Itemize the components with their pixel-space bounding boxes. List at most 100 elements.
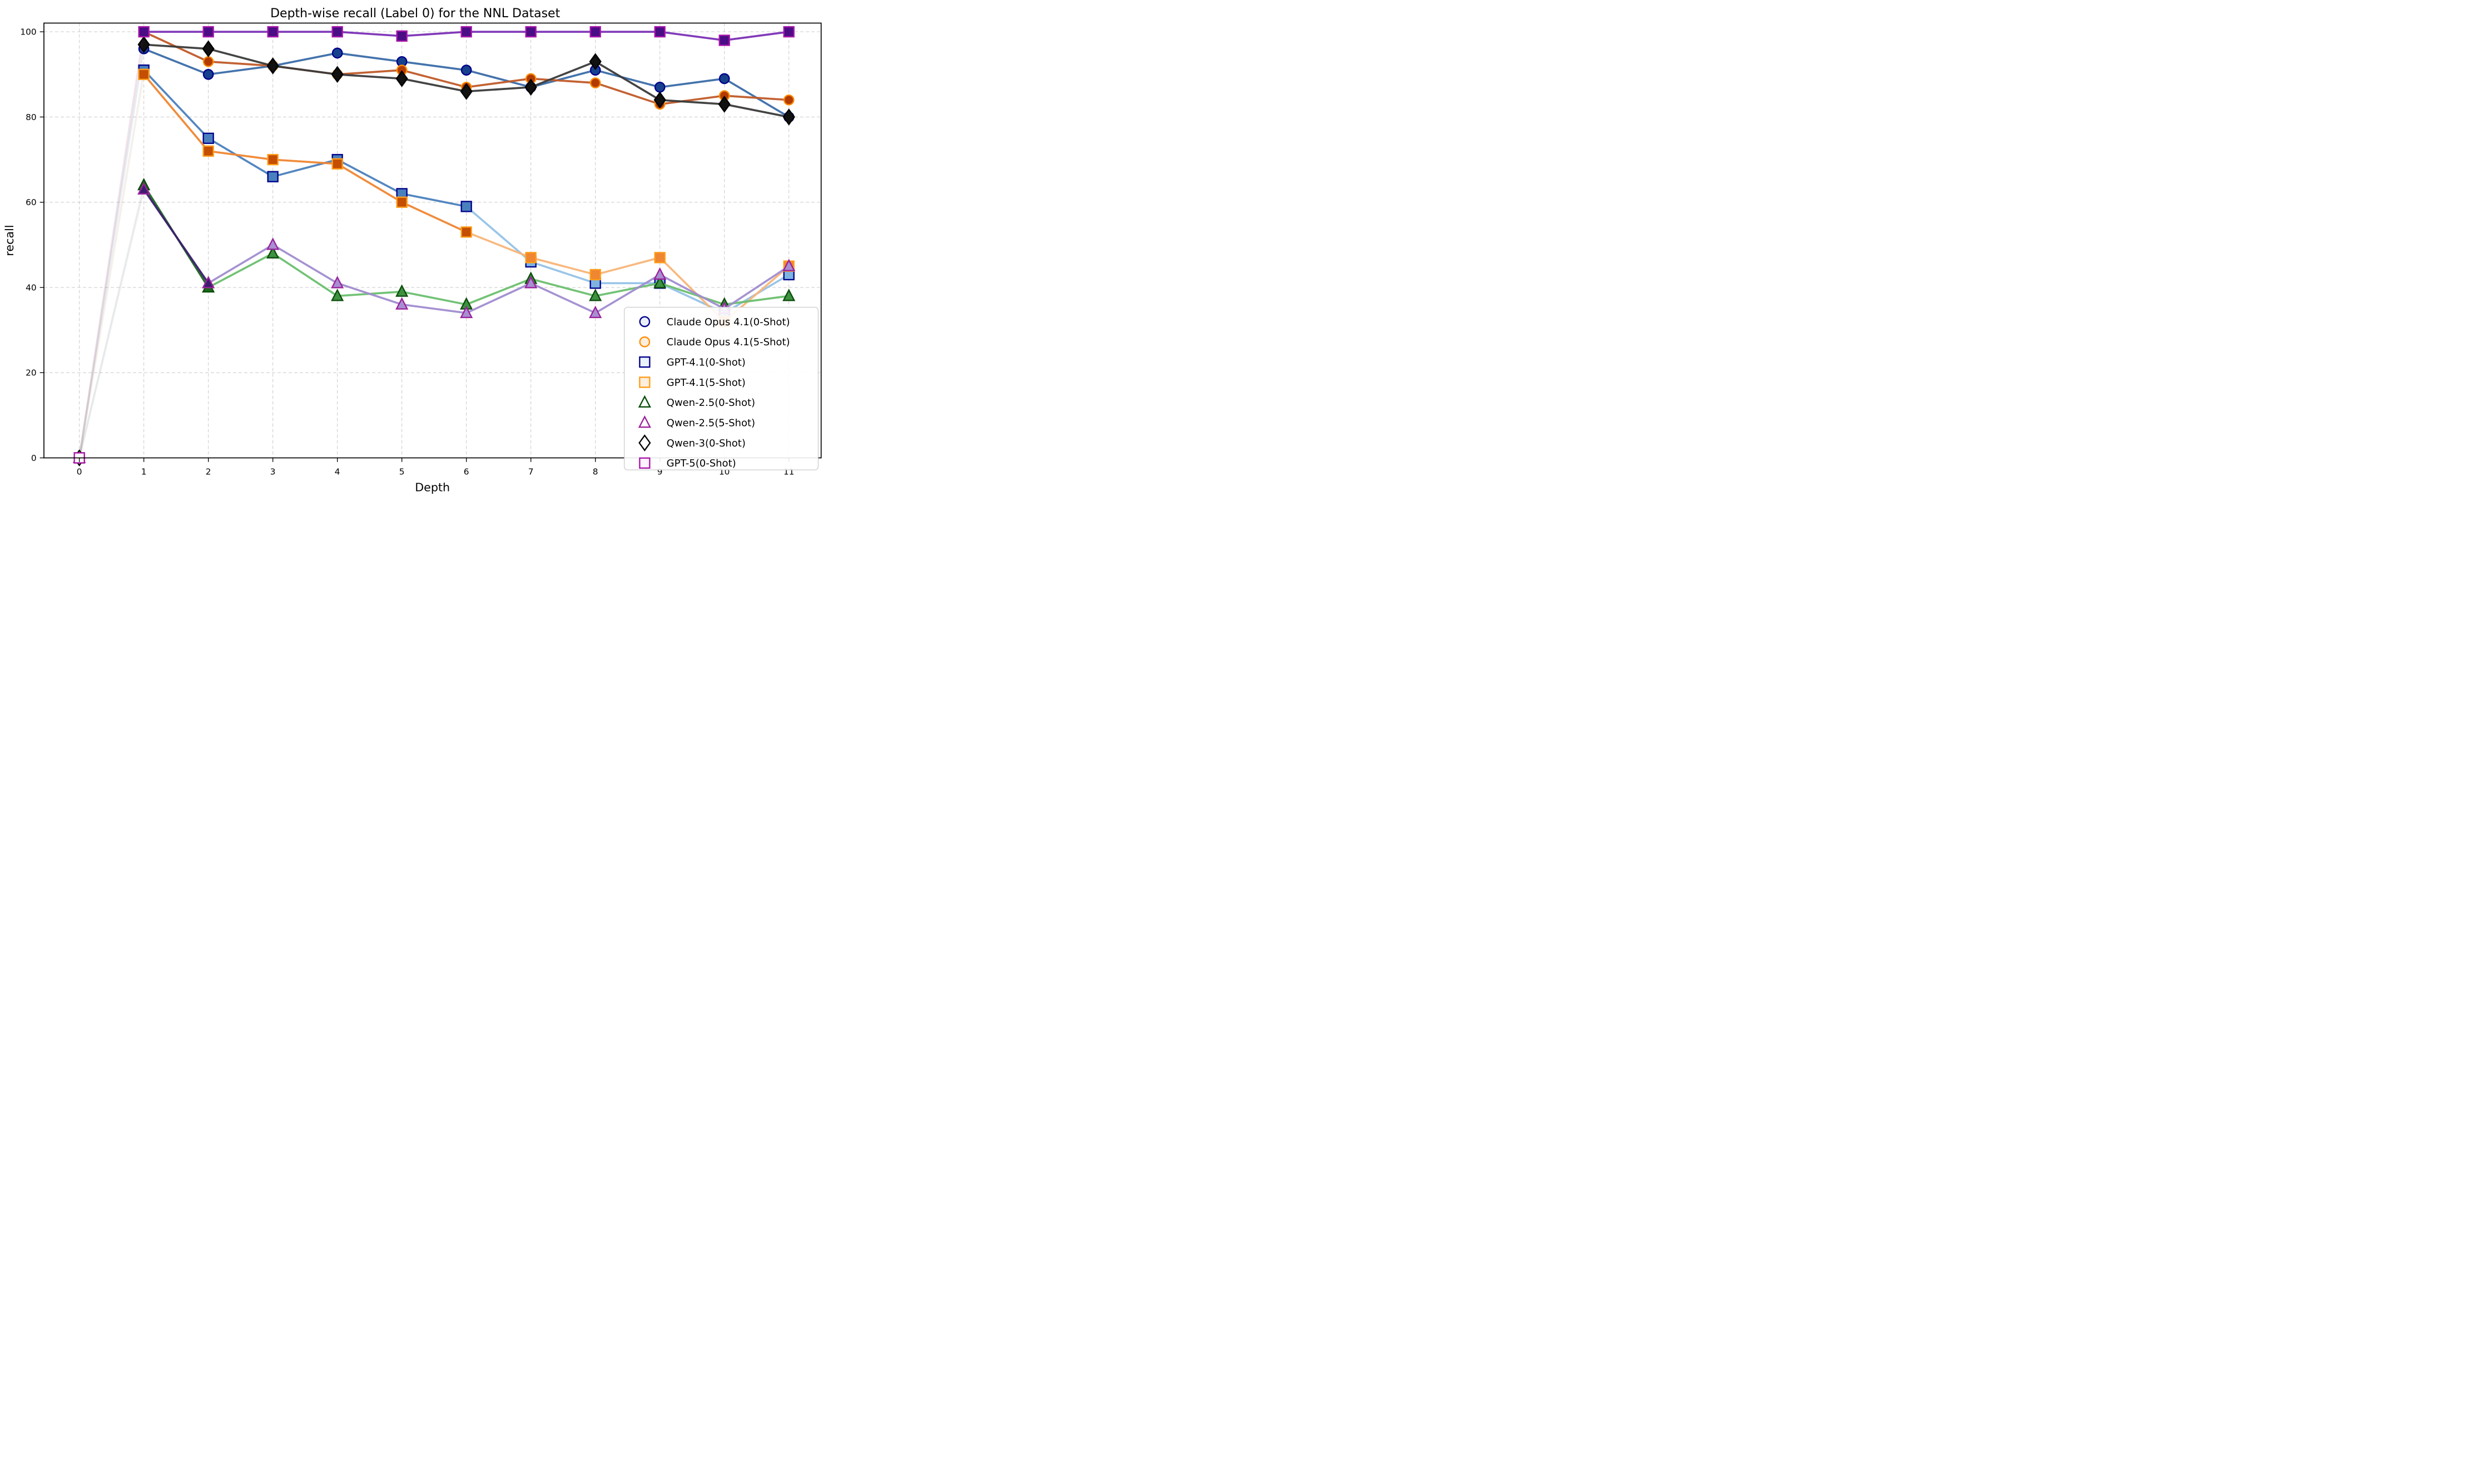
- legend: Claude Opus 4.1(0-Shot) Claude Opus 4.1(5…: [624, 307, 819, 470]
- data-point-marker: [460, 305, 473, 319]
- data-point-marker: [460, 226, 472, 238]
- series-segment: [78, 188, 145, 459]
- data-point-marker: [266, 246, 280, 259]
- data-point-marker: [266, 237, 280, 250]
- data-point-marker: [718, 73, 730, 85]
- series-segment: [142, 73, 210, 152]
- series-segment: [465, 282, 532, 314]
- data-point-marker: [654, 81, 666, 93]
- legend-item-Qwen-2.5(0-Shot)[interactable]: Qwen-2.5(0-Shot): [638, 395, 755, 409]
- series-segment: [400, 31, 468, 37]
- y-tick-label: 100: [20, 27, 36, 37]
- series-segment: [723, 31, 790, 42]
- series-segment: [207, 244, 274, 285]
- data-point-marker: [783, 94, 795, 106]
- series-segment: [78, 184, 145, 459]
- y-tick-label: 60: [26, 197, 37, 207]
- data-point-marker: [331, 289, 344, 301]
- series-segment: [336, 158, 403, 195]
- series-segment: [658, 31, 726, 42]
- legend-item-label: GPT-4.1(0-Shot): [667, 357, 746, 369]
- x-tick-label: 9: [657, 467, 663, 477]
- data-point-marker: [460, 201, 472, 212]
- legend-item-label: Qwen-2.5(5-Shot): [667, 418, 755, 429]
- legend-item-Qwen-3(0-Shot)[interactable]: Qwen-3(0-Shot): [638, 434, 746, 451]
- series-segment: [594, 60, 661, 101]
- series-segment: [271, 52, 339, 67]
- triangle-legend-icon: [638, 395, 651, 408]
- legend-item-GPT-4.1(0-Shot)[interactable]: GPT-4.1(0-Shot): [639, 356, 746, 369]
- y-tick-label: 0: [31, 453, 37, 463]
- data-point-marker: [395, 70, 408, 87]
- data-point-marker: [525, 26, 537, 38]
- x-tick-label: 3: [270, 467, 276, 477]
- x-axis-title: Depth: [415, 481, 450, 494]
- data-point-marker: [267, 171, 279, 182]
- data-point-marker: [589, 53, 602, 71]
- data-point-marker: [589, 305, 602, 319]
- series-segment: [400, 60, 468, 71]
- series-segment: [142, 43, 210, 50]
- data-point-marker: [654, 26, 666, 38]
- data-point-marker: [718, 96, 731, 113]
- series-segment: [529, 282, 597, 314]
- series-segment: [723, 95, 790, 101]
- x-tick-label: 7: [528, 467, 534, 477]
- legend-item-GPT-4.1(5-Shot)[interactable]: GPT-4.1(5-Shot): [639, 376, 746, 389]
- legend-item-label: Claude Opus 4.1(5-Shot): [667, 336, 790, 348]
- series-segment: [336, 52, 403, 63]
- x-tick-label: 4: [335, 467, 340, 477]
- series-segment: [142, 188, 210, 285]
- y-tick-label: 20: [26, 368, 37, 378]
- legend-item-label: GPT-4.1(5-Shot): [667, 377, 746, 389]
- series-segment: [78, 31, 145, 459]
- series-segment: [336, 282, 403, 306]
- data-point-marker: [460, 26, 472, 38]
- series-segment: [529, 261, 597, 285]
- series-segment: [336, 73, 403, 80]
- data-point-marker: [202, 145, 214, 157]
- data-point-marker: [202, 56, 214, 67]
- series-segment: [400, 303, 468, 314]
- series-segment: [465, 69, 532, 88]
- legend-item-Claude Opus 4.1(5-Shot)[interactable]: Claude Opus 4.1(5-Shot): [639, 336, 790, 348]
- data-point-marker: [202, 68, 214, 80]
- data-point-marker: [331, 66, 344, 83]
- series-segment: [723, 265, 790, 310]
- series-segment: [271, 252, 339, 297]
- data-point-marker: [524, 78, 537, 96]
- series-segment: [400, 290, 468, 306]
- data-point-marker: [331, 26, 343, 38]
- legend-item-label: Claude Opus 4.1(0-Shot): [667, 316, 790, 328]
- data-point-marker: [718, 34, 730, 46]
- series-segment: [142, 69, 210, 140]
- series-segment: [78, 47, 145, 459]
- series-segment: [78, 31, 145, 459]
- data-point-marker: [525, 252, 537, 264]
- x-tick-label: 2: [206, 467, 211, 477]
- series-segment: [400, 77, 468, 93]
- legend-item-GPT-5(0-Shot)[interactable]: GPT-5(0-Shot): [639, 457, 736, 469]
- y-tick-label: 40: [26, 282, 37, 292]
- data-point-marker: [589, 26, 601, 38]
- data-point-marker: [395, 284, 409, 297]
- series-segment: [78, 69, 145, 459]
- series-segment: [529, 256, 597, 276]
- legend-box: [624, 307, 819, 470]
- legend-item-Qwen-2.5(5-Shot)[interactable]: Qwen-2.5(5-Shot): [638, 415, 755, 429]
- x-tick-label: 1: [141, 467, 147, 477]
- series-segment: [723, 103, 790, 118]
- data-point-marker: [460, 64, 472, 76]
- series-segment: [207, 64, 274, 76]
- series-segment: [207, 137, 274, 178]
- series-segment: [336, 31, 403, 37]
- series-segment: [207, 252, 274, 289]
- legend-item-label: Qwen-3(0-Shot): [667, 438, 746, 449]
- diamond-legend-icon: [638, 434, 651, 451]
- plot-border: [43, 22, 822, 459]
- data-point-marker: [396, 196, 408, 208]
- legend-item-Claude Opus 4.1(0-Shot)[interactable]: Claude Opus 4.1(0-Shot): [639, 316, 790, 328]
- series-segment: [336, 162, 403, 204]
